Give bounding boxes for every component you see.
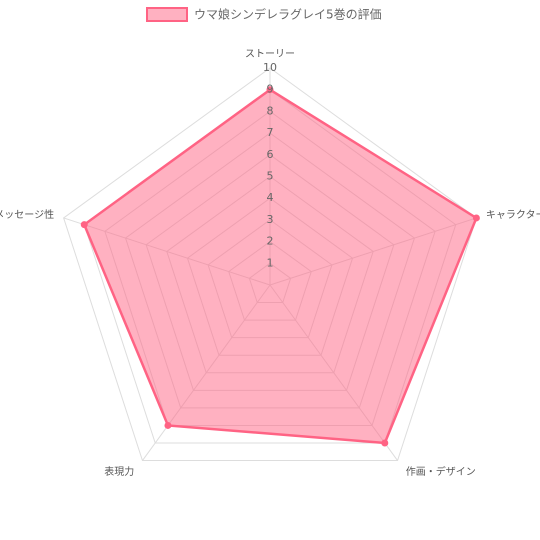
r-tick-label: 1 <box>267 256 274 269</box>
r-tick-label: 8 <box>267 104 274 117</box>
category-label: 作画・デザイン <box>406 465 476 478</box>
data-layer <box>80 86 480 447</box>
category-label: キャラクター <box>486 209 540 221</box>
r-tick-label: 2 <box>267 235 274 248</box>
data-point <box>164 421 172 429</box>
r-tick-label: 3 <box>267 213 274 226</box>
data-point <box>80 221 88 229</box>
legend-swatch[interactable] <box>146 7 188 22</box>
r-tick-label: 10 <box>263 61 277 74</box>
legend-label[interactable]: ウマ娘シンデレラグレイ5巻の評価 <box>194 7 382 22</box>
r-tick-label: 7 <box>267 126 274 139</box>
data-point <box>266 86 274 94</box>
data-point <box>381 439 389 447</box>
r-tick-label: 9 <box>267 83 274 96</box>
r-tick-label: 4 <box>267 191 274 204</box>
series-area <box>82 88 478 445</box>
data-point <box>472 214 480 222</box>
r-tick-label: 5 <box>267 170 274 183</box>
category-label: ストーリー <box>245 49 295 60</box>
category-label: メッセージ性 <box>0 208 54 221</box>
grid-line <box>63 67 477 462</box>
r-tick-label: 6 <box>267 148 274 161</box>
category-label: 表現力 <box>104 465 134 478</box>
